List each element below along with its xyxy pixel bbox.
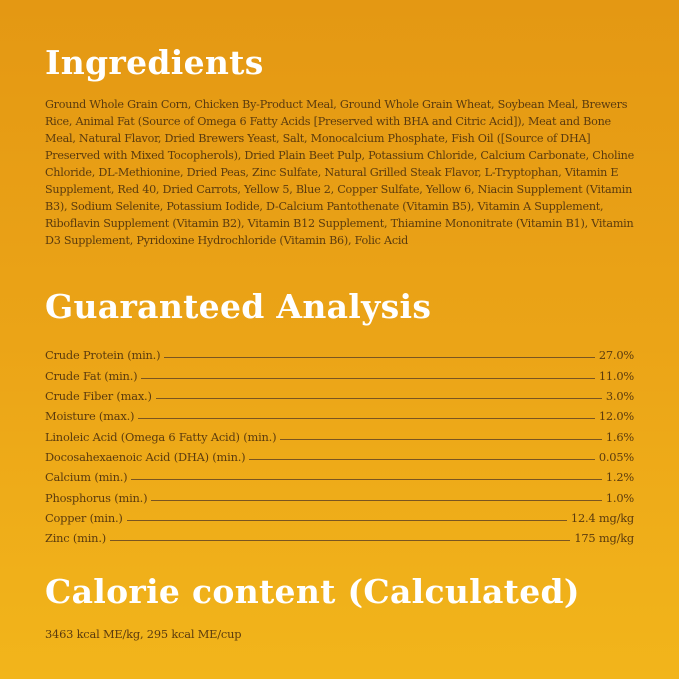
analysis-value: 12.4 mg/kg bbox=[570, 511, 634, 526]
leader-line bbox=[164, 357, 595, 359]
analysis-row: Calcium (min.) 1.2% bbox=[45, 464, 634, 484]
analysis-row: Crude Fiber (max.) 3.0% bbox=[45, 383, 634, 403]
analysis-row: Copper (min.) 12.4 mg/kg bbox=[45, 505, 634, 525]
leader-line bbox=[155, 398, 602, 400]
leader-line bbox=[138, 418, 595, 420]
analysis-value: 3.0% bbox=[605, 389, 634, 404]
leader-line bbox=[151, 499, 602, 501]
calorie-content-heading: Calorie content (Calculated) bbox=[45, 572, 580, 611]
ingredients-heading: Ingredients bbox=[45, 43, 264, 82]
leader-line bbox=[131, 479, 602, 481]
calorie-content-text: 3463 kcal ME/kg, 295 kcal ME/cup bbox=[45, 627, 242, 641]
analysis-row: Docosahexaenoic Acid (DHA) (min.) 0.05% bbox=[45, 444, 634, 464]
analysis-label: Copper (min.) bbox=[45, 511, 123, 526]
analysis-row: Phosphorus (min.) 1.0% bbox=[45, 484, 634, 505]
analysis-value: 1.6% bbox=[605, 429, 634, 444]
analysis-value: 1.0% bbox=[605, 490, 634, 505]
analysis-label: Crude Fat (min.) bbox=[45, 368, 138, 383]
leader-line bbox=[280, 438, 602, 440]
leader-line bbox=[141, 377, 595, 379]
analysis-value: 12.0% bbox=[598, 409, 634, 424]
analysis-row: Crude Fat (min.) 11.0% bbox=[45, 362, 634, 383]
analysis-table: Crude Protein (min.) 27.0% Crude Fat (min.… bbox=[45, 342, 634, 545]
analysis-value: 1.2% bbox=[605, 470, 634, 485]
analysis-label: Zinc (min.) bbox=[45, 531, 106, 546]
leader-line bbox=[249, 459, 595, 461]
leader-line bbox=[109, 540, 571, 542]
analysis-label: Moisture (max.) bbox=[45, 409, 135, 424]
analysis-value: 0.05% bbox=[598, 450, 634, 465]
analysis-value: 11.0% bbox=[598, 368, 634, 383]
ingredients-list: Ground Whole Grain Corn, Chicken By-Prod… bbox=[45, 98, 634, 247]
analysis-value: 27.0% bbox=[598, 348, 634, 363]
analysis-row: Zinc (min.) 175 mg/kg bbox=[45, 525, 634, 545]
leader-line bbox=[126, 520, 567, 522]
analysis-label: Calcium (min.) bbox=[45, 470, 128, 485]
analysis-label: Crude Protein (min.) bbox=[45, 348, 161, 363]
analysis-label: Docosahexaenoic Acid (DHA) (min.) bbox=[45, 450, 246, 465]
analysis-row: Linoleic Acid (Omega 6 Fatty Acid) (min.… bbox=[45, 423, 634, 444]
analysis-row: Crude Protein (min.) 27.0% bbox=[45, 342, 634, 362]
guaranteed-analysis-heading: Guaranteed Analysis bbox=[45, 287, 432, 326]
analysis-label: Crude Fiber (max.) bbox=[45, 389, 152, 404]
analysis-value: 175 mg/kg bbox=[574, 531, 634, 546]
analysis-label: Linoleic Acid (Omega 6 Fatty Acid) (min.… bbox=[45, 429, 277, 444]
analysis-label: Phosphorus (min.) bbox=[45, 490, 148, 505]
analysis-row: Moisture (max.) 12.0% bbox=[45, 403, 634, 423]
